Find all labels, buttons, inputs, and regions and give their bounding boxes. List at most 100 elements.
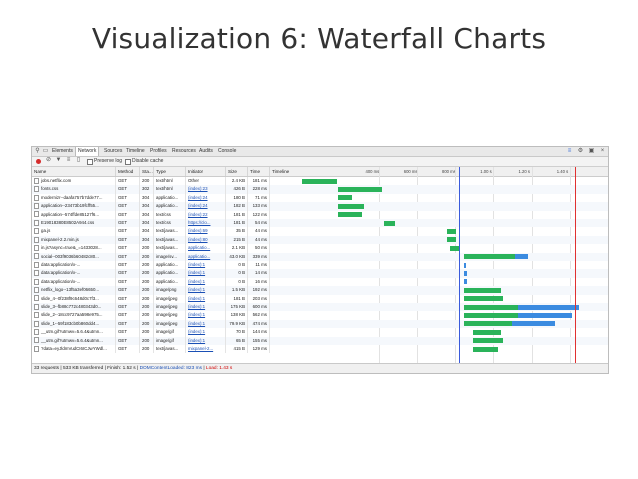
request-row[interactable]: E19018380E8502A944.css GET 304 text/css http… [32, 219, 608, 228]
cell-name[interactable]: mixpanel-2.2.min.js [32, 235, 116, 245]
cell-initiator[interactable]: (index):22 [186, 210, 226, 219]
cell-name[interactable]: ga.js [32, 227, 116, 236]
cell-name[interactable]: application--23473b19fcff55... [32, 202, 116, 211]
cell-initiator[interactable]: (index):1 [186, 294, 226, 303]
request-row[interactable]: mixpanel-2.2.min.js GET 304 text/javas... (i… [32, 235, 608, 245]
col-name[interactable]: Name [32, 167, 116, 176]
cell-name[interactable]: application--574ffde85127f6... [32, 210, 116, 219]
cell-initiator[interactable]: applicatio... [186, 244, 226, 253]
tab-audits[interactable]: Audits [199, 148, 213, 154]
col-initiator[interactable]: Initiator [186, 167, 226, 176]
cell-initiator[interactable]: applicatio... [186, 252, 226, 261]
request-row[interactable]: slide_4--0f238f9c648d0c7f3... GET 200 image… [32, 294, 608, 303]
cell-name[interactable]: slide_4--0f238f9c648d0c7f3... [32, 294, 116, 303]
cell-size: 175 KB [226, 303, 248, 312]
file-icon [34, 312, 39, 319]
cell-initiator[interactable]: (index):1 [186, 286, 226, 295]
cell-name[interactable]: data:application/x-... [32, 261, 116, 270]
tab-timeline[interactable]: Timeline [126, 148, 145, 154]
list-view-icon[interactable]: ≡ [66, 157, 71, 163]
request-row[interactable]: slide_3--fb88c772c480343d0... GET 200 image… [32, 303, 608, 312]
gear-icon[interactable]: ⚙ [577, 148, 584, 154]
tab-resources[interactable]: Resources [172, 148, 196, 154]
cell-name[interactable]: jobs.netflix.com [32, 177, 116, 186]
file-icon [34, 228, 39, 235]
cell-initiator[interactable]: (index):1 [186, 328, 226, 337]
cell-initiator[interactable]: https://clo... [186, 219, 226, 228]
col-type[interactable]: Type [154, 167, 186, 176]
drawer-icon[interactable]: ≡ [567, 148, 572, 154]
cell-initiator[interactable]: (index):1 [186, 269, 226, 278]
cell-initiator[interactable]: (index):69 [186, 227, 226, 236]
cell-name[interactable]: slide_2--18cc9727aa598e975... [32, 311, 116, 320]
request-row[interactable]: data:application/x-... GET 200 applicatio..… [32, 277, 608, 287]
cell-name[interactable]: slide_1--59f183cb0b860dd4... [32, 319, 116, 329]
cell-initiator[interactable]: Other [186, 177, 226, 186]
dock-icon[interactable]: ▣ [588, 148, 595, 154]
close-icon[interactable]: × [600, 148, 605, 154]
cell-initiator[interactable]: (index):1 [186, 261, 226, 270]
cell-method: GET [116, 303, 140, 312]
status-domcontentloaded: DOMContentLoaded: 823 ms [139, 366, 202, 371]
cell-name[interactable]: E19018380E8502A944.css [32, 219, 116, 228]
preserve-log-checkbox[interactable] [87, 159, 93, 165]
cell-name[interactable]: data:application/x-... [32, 277, 116, 287]
tab-network[interactable]: Network [75, 147, 100, 156]
cell-initiator[interactable]: (index):1 [186, 319, 226, 329]
cell-initiator[interactable]: (index):24 [186, 202, 226, 211]
tab-profiles[interactable]: Profiles [150, 148, 167, 154]
inspect-icon[interactable]: ⚲ [35, 148, 40, 154]
cell-initiator[interactable]: (index):24 [186, 193, 226, 203]
request-name: social--003f9036b60482c80... [41, 253, 99, 259]
cell-name[interactable]: slide_3--fb88c772c480343d0... [32, 303, 116, 312]
record-icon[interactable] [36, 159, 41, 164]
col-method[interactable]: Method [116, 167, 140, 176]
request-row[interactable]: social--003f9036b60482c80... GET 200 image/… [32, 252, 608, 261]
request-row[interactable]: application--23473b19fcff55... GET 304 appl… [32, 202, 608, 211]
cell-name[interactable]: __utm.gif?utmwv=5.6.4&utmn... [32, 328, 116, 337]
cell-status: 200 [140, 286, 154, 295]
col-size[interactable]: Size [226, 167, 248, 176]
col-status[interactable]: Sta... [142, 167, 154, 176]
cell-name[interactable]: social--003f9036b60482c80... [32, 252, 116, 261]
cell-initiator[interactable]: mixpanel-2... [186, 345, 226, 354]
cell-initiator[interactable]: (index):23 [186, 185, 226, 194]
tab-console[interactable]: Console [218, 148, 237, 154]
cell-name[interactable]: data:application/x-... [32, 269, 116, 278]
file-icon [34, 329, 39, 336]
cell-initiator[interactable]: (index):1 [186, 303, 226, 312]
cell-initiator[interactable]: (index):1 [186, 311, 226, 320]
request-row[interactable]: modernizr--daafa757b7dde77... GET 304 appli… [32, 193, 608, 203]
tab-elements[interactable]: Elements [52, 148, 73, 154]
col-timeline[interactable]: Timeline [272, 169, 290, 174]
request-row[interactable]: application--574ffde85127f6... GET 304 text… [32, 210, 608, 219]
request-row[interactable]: data:application/x-... GET 200 applicatio..… [32, 269, 608, 278]
cell-name[interactable]: __utm.gif?utmwv=5.6.4&utmn... [32, 336, 116, 345]
device-mode-icon[interactable]: ▭ [42, 148, 49, 154]
col-time[interactable]: Time [248, 167, 270, 176]
cell-name[interactable]: modernizr--daafa757b7dde77... [32, 193, 116, 203]
request-row[interactable]: netflix_logo--13f5a3ef06650... GET 200 imag… [32, 286, 608, 295]
cell-name[interactable]: netflix_logo--13f5a3ef06650... [32, 286, 116, 295]
request-row[interactable]: __utm.gif?utmwv=5.6.4&utmn... GET 200 image… [32, 328, 608, 337]
screenshot-icon[interactable]: ▯ [76, 157, 81, 163]
tab-sources[interactable]: Sources [104, 148, 123, 154]
filter-icon[interactable]: ▼ [55, 157, 62, 163]
cell-name[interactable]: fonts.css [32, 185, 116, 194]
request-row[interactable]: slide_2--18cc9727aa598e975... GET 200 image… [32, 311, 608, 320]
request-row[interactable]: data:application/x-... GET 200 applicatio..… [32, 261, 608, 270]
request-row[interactable]: jobs.netflix.com GET 200 text/html Other 2.4 … [32, 177, 608, 186]
cell-name[interactable]: ?data=eyJldmVudCI6ICJwYWdl... [32, 345, 116, 354]
request-row[interactable]: ga.js GET 304 text/javas... (index):69 35 B 44… [32, 227, 608, 236]
request-row[interactable]: in.js?async=true&_=1433028... GET 200 text/… [32, 244, 608, 253]
request-row[interactable]: slide_1--59f183cb0b860dd4... GET 200 image/… [32, 319, 608, 329]
clear-icon[interactable]: ⊘ [45, 157, 52, 163]
disable-cache-checkbox[interactable] [125, 159, 131, 165]
cell-initiator[interactable]: (index):1 [186, 336, 226, 345]
cell-initiator[interactable]: (index):80 [186, 235, 226, 245]
request-row[interactable]: __utm.gif?utmwv=5.6.4&utmn... GET 200 image… [32, 336, 608, 345]
request-row[interactable]: ?data=eyJldmVudCI6ICJwYWdl... GET 200 text/… [32, 345, 608, 354]
cell-name[interactable]: in.js?async=true&_=1433028... [32, 244, 116, 253]
cell-initiator[interactable]: (index):1 [186, 277, 226, 287]
